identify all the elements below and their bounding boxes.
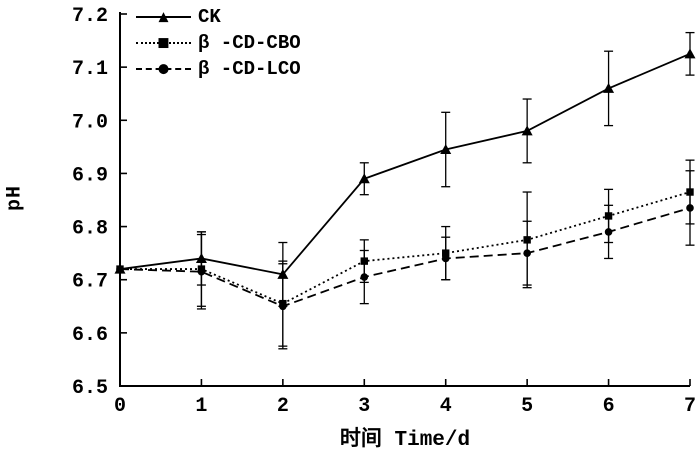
triangle-marker-icon: ▲ — [158, 9, 169, 25]
legend-label-ck: CK — [198, 6, 221, 28]
svg-text:6.9: 6.9 — [72, 164, 108, 187]
svg-text:7.2: 7.2 — [72, 5, 108, 28]
svg-text:7.1: 7.1 — [72, 58, 108, 81]
svg-text:7: 7 — [684, 395, 696, 418]
svg-text:6: 6 — [603, 395, 615, 418]
svg-text:6.7: 6.7 — [72, 271, 108, 294]
svg-text:5: 5 — [521, 395, 533, 418]
svg-text:3: 3 — [358, 395, 370, 418]
svg-text:0: 0 — [114, 395, 126, 418]
circle-marker-icon: ● — [157, 61, 170, 77]
legend-label-cd-lco: β -CD-LCO — [198, 58, 301, 80]
svg-text:6.8: 6.8 — [72, 218, 108, 241]
legend-label-cd-cbo: β -CD-CBO — [198, 32, 301, 54]
legend-item-cd-lco: ● β -CD-LCO — [136, 56, 301, 82]
svg-text:6.5: 6.5 — [72, 377, 108, 400]
cd-cbo-line-sample: ■ — [136, 36, 191, 49]
ck-line-sample: ▲ — [136, 10, 191, 23]
cd-lco-line-sample: ● — [136, 62, 191, 75]
svg-text:2: 2 — [277, 395, 289, 418]
square-marker-icon: ■ — [157, 35, 170, 51]
svg-text:1: 1 — [195, 395, 207, 418]
svg-text:6.6: 6.6 — [72, 324, 108, 347]
x-axis-label: 时间 Time/d — [339, 429, 471, 452]
legend-item-cd-cbo: ■ β -CD-CBO — [136, 30, 301, 56]
legend: ▲ CK ■ β -CD-CBO ● β -CD-LCO — [136, 4, 301, 82]
legend-item-ck: ▲ CK — [136, 4, 301, 30]
y-axis-label: pH — [3, 184, 27, 212]
svg-text:4: 4 — [440, 395, 452, 418]
svg-text:7.0: 7.0 — [72, 111, 108, 134]
